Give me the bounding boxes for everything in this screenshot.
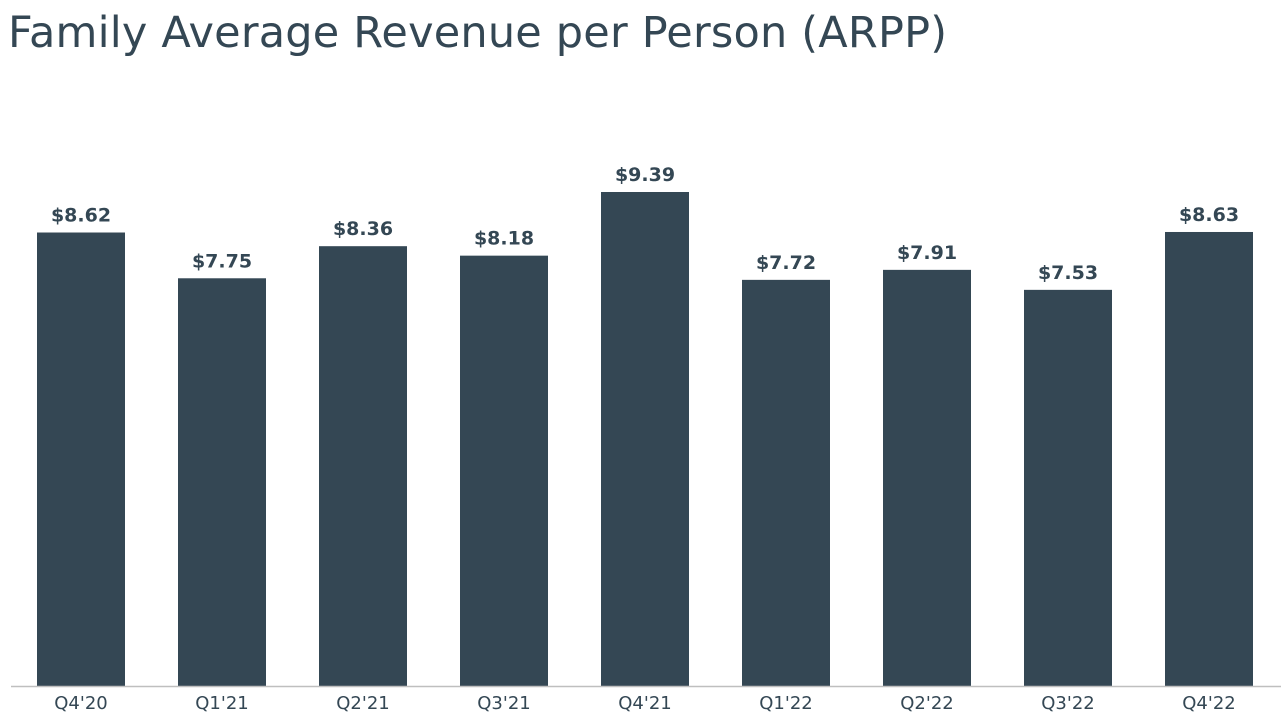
chart-title: Family Average Revenue per Person (ARPP) bbox=[8, 8, 948, 58]
x-tick-label-4: Q4'21 bbox=[618, 693, 671, 714]
bar-5 bbox=[742, 279, 830, 686]
x-tick-label-7: Q3'22 bbox=[1041, 693, 1094, 714]
data-label-8: $8.63 bbox=[1179, 204, 1239, 226]
bar-6 bbox=[883, 269, 971, 686]
bar-7 bbox=[1024, 289, 1112, 686]
bar-1 bbox=[178, 278, 266, 686]
x-tick-label-6: Q2'22 bbox=[900, 693, 953, 714]
x-tick-label-1: Q1'21 bbox=[195, 693, 248, 714]
tick-labels-group: Q4'20 Q1'21 Q2'21 Q3'21 Q4'21 Q1'22 Q2'22 Q3'22… bbox=[54, 693, 1235, 714]
x-tick-label-8: Q4'22 bbox=[1182, 693, 1235, 714]
value-labels-group: $8.62 $7.75 $8.36 $8.18 $9.39 $7.72 $7.91 $7.53… bbox=[51, 164, 1239, 284]
bar-2 bbox=[319, 246, 407, 686]
data-label-2: $8.36 bbox=[333, 218, 393, 240]
bars-group bbox=[37, 192, 1253, 687]
data-label-1: $7.75 bbox=[192, 250, 252, 272]
x-tick-label-5: Q1'22 bbox=[759, 693, 812, 714]
bar-8 bbox=[1165, 231, 1253, 686]
bar-4 bbox=[601, 192, 689, 686]
x-tick-label-2: Q2'21 bbox=[336, 693, 389, 714]
data-label-3: $8.18 bbox=[474, 228, 534, 250]
bar-0 bbox=[37, 232, 125, 687]
data-label-4: $9.39 bbox=[615, 164, 675, 186]
bar-3 bbox=[460, 255, 548, 686]
data-label-6: $7.91 bbox=[897, 242, 957, 264]
x-tick-label-3: Q3'21 bbox=[477, 693, 530, 714]
x-tick-label-0: Q4'20 bbox=[54, 693, 107, 714]
data-label-5: $7.72 bbox=[756, 252, 816, 274]
data-label-7: $7.53 bbox=[1038, 262, 1098, 284]
data-label-0: $8.62 bbox=[51, 205, 111, 227]
